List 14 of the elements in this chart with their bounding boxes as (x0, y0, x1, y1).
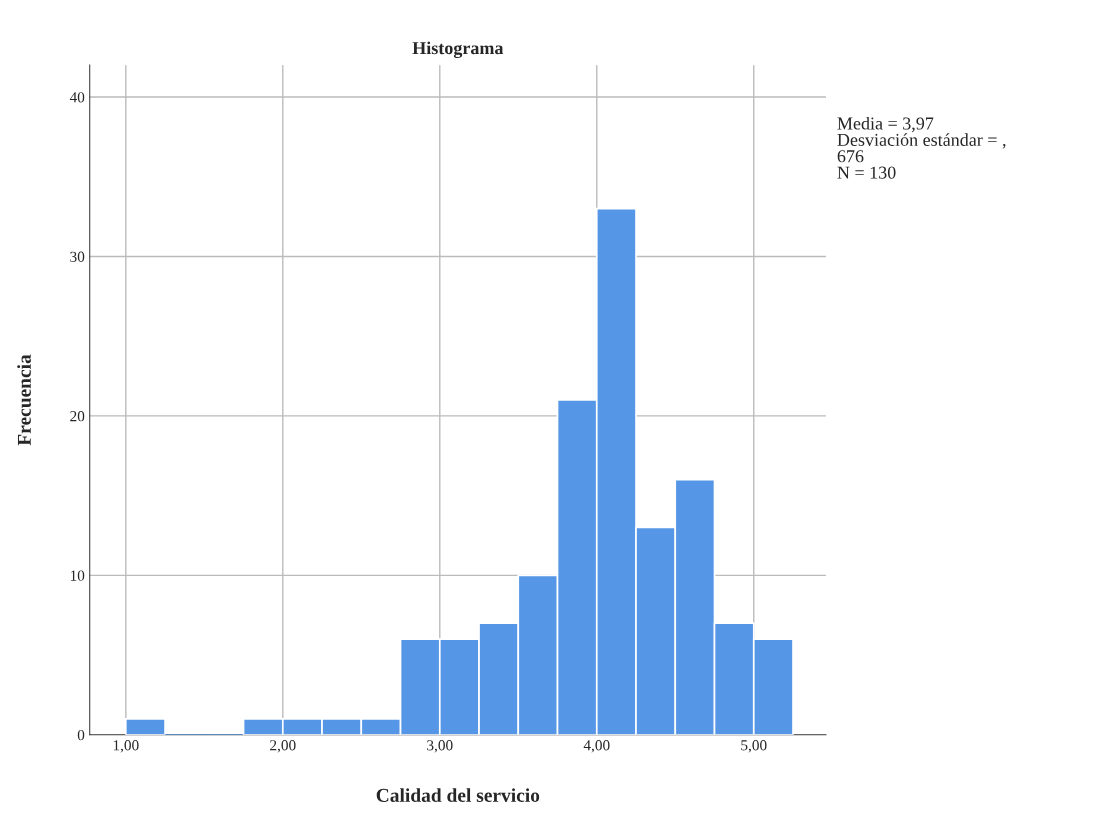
x-tick-label: 5,00 (741, 740, 767, 753)
y-tick-label: 0 (77, 729, 85, 741)
y-tick-label: 20 (70, 411, 85, 422)
y-axis-title: Frecuencia (17, 354, 31, 446)
x-tick-label: 2,00 (270, 740, 296, 753)
x-tick-label: 4,00 (583, 740, 610, 753)
text: Media = 3,97 Desviación estándar = , 676 N = 130 (837, 116, 1006, 179)
y-tick-label: 10 (70, 570, 85, 581)
y-tick-label: 40 (69, 92, 85, 103)
y-tick-label: 30 (70, 251, 85, 262)
x-tick-label: 3,00 (427, 740, 453, 753)
x-axis-title: Calidad del servicio (376, 788, 540, 802)
chart-title: Histograma (412, 41, 504, 59)
x-tick-label: 1,00 (113, 740, 139, 753)
